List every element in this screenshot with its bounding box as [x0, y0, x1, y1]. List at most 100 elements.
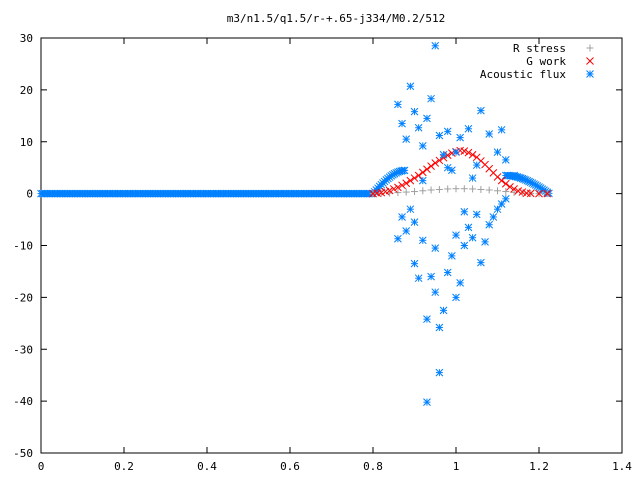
data-point: [402, 135, 411, 144]
data-point: [439, 150, 448, 159]
y-tick-label: -10: [13, 240, 33, 253]
data-point: [493, 205, 502, 214]
data-point: [452, 148, 460, 156]
data-point: [419, 187, 427, 195]
x-tick-label: 1.4: [612, 460, 632, 473]
data-point: [460, 147, 469, 155]
legend-label: G work: [526, 55, 566, 68]
x-tick-label: 0.2: [114, 460, 134, 473]
y-tick-label: -20: [13, 291, 33, 304]
axis-ticks: 0 0.2 0.4 0.6 0.8 1 1.2 1.4 30 20 10 0 -10 -20 -30 -40 -…: [13, 32, 632, 473]
data-point: [469, 185, 477, 193]
data-point: [460, 185, 468, 193]
data-point: [431, 159, 440, 167]
acoustic-flux-series: [394, 41, 518, 407]
x-tick-label: 1.2: [529, 460, 549, 473]
data-point: [410, 174, 419, 182]
data-point: [402, 179, 411, 188]
data-point: [497, 125, 506, 134]
data-point: [431, 288, 440, 297]
data-point: [394, 234, 402, 243]
data-point: [394, 100, 402, 109]
data-point: [435, 156, 444, 165]
data-point: [398, 213, 406, 221]
data-point: [501, 194, 510, 203]
data-point: [400, 166, 409, 175]
plot-points: [37, 41, 553, 407]
data-point: [410, 107, 419, 116]
legend-marker: [586, 57, 594, 65]
data-point: [501, 156, 510, 164]
data-point: [543, 189, 552, 198]
data-point: [435, 368, 444, 377]
data-point: [427, 162, 435, 170]
data-point: [411, 188, 418, 196]
data-point: [406, 176, 415, 185]
data-point: [464, 148, 473, 157]
g-work-series: [369, 146, 552, 198]
data-point: [418, 176, 427, 185]
data-point: [477, 258, 485, 267]
data-point: [414, 123, 423, 132]
data-point: [460, 207, 469, 216]
data-point: [402, 227, 411, 235]
x-tick-label: 0.4: [197, 460, 217, 473]
y-tick-label: 0: [26, 188, 33, 201]
y-tick-label: 20: [20, 84, 33, 97]
data-point: [497, 176, 506, 185]
data-point: [456, 133, 465, 142]
data-point: [427, 272, 435, 281]
x-tick-label: 1: [453, 460, 460, 473]
data-point: [485, 130, 494, 138]
data-point: [427, 94, 435, 103]
data-point: [506, 183, 514, 191]
data-point: [443, 268, 452, 277]
data-point: [485, 186, 493, 194]
data-point: [410, 259, 419, 268]
data-point: [418, 236, 427, 245]
x-tick-label: 0.6: [280, 460, 300, 473]
data-point: [456, 278, 465, 287]
data-point: [535, 189, 543, 198]
data-point: [510, 171, 518, 180]
plot-frame: [40, 37, 623, 454]
data-point: [460, 241, 469, 250]
data-point: [435, 185, 443, 193]
x-tick-label: 0.8: [363, 460, 383, 473]
data-point: [493, 148, 502, 156]
data-point: [510, 185, 518, 193]
data-point: [385, 186, 394, 195]
data-point: [489, 213, 498, 221]
data-point: [443, 163, 452, 172]
legend-label: R stress: [513, 42, 566, 55]
data-point: [452, 185, 460, 193]
data-point: [494, 187, 501, 195]
data-point: [468, 150, 477, 159]
data-point: [394, 183, 402, 192]
data-point: [464, 124, 473, 133]
legend-marker: [586, 70, 594, 78]
data-point: [477, 185, 485, 193]
legend-label: Acoustic flux: [480, 68, 566, 81]
data-point: [406, 205, 415, 214]
data-point: [431, 244, 440, 252]
x-tick-label: 0: [38, 460, 45, 473]
data-point: [423, 165, 431, 174]
y-tick-label: -40: [13, 395, 33, 408]
data-point: [402, 188, 410, 196]
data-point: [447, 252, 456, 260]
data-point: [435, 323, 444, 332]
y-tick-label: 30: [20, 32, 33, 45]
data-point: [389, 185, 398, 193]
data-point: [468, 233, 477, 242]
y-tick-label: -50: [13, 447, 33, 460]
data-point: [398, 181, 406, 190]
acoustic-flux-baseline: [37, 166, 553, 198]
data-point: [526, 189, 535, 198]
data-point: [485, 220, 494, 229]
data-point: [464, 223, 473, 232]
data-point: [431, 41, 440, 50]
y-tick-label: -30: [13, 343, 33, 356]
